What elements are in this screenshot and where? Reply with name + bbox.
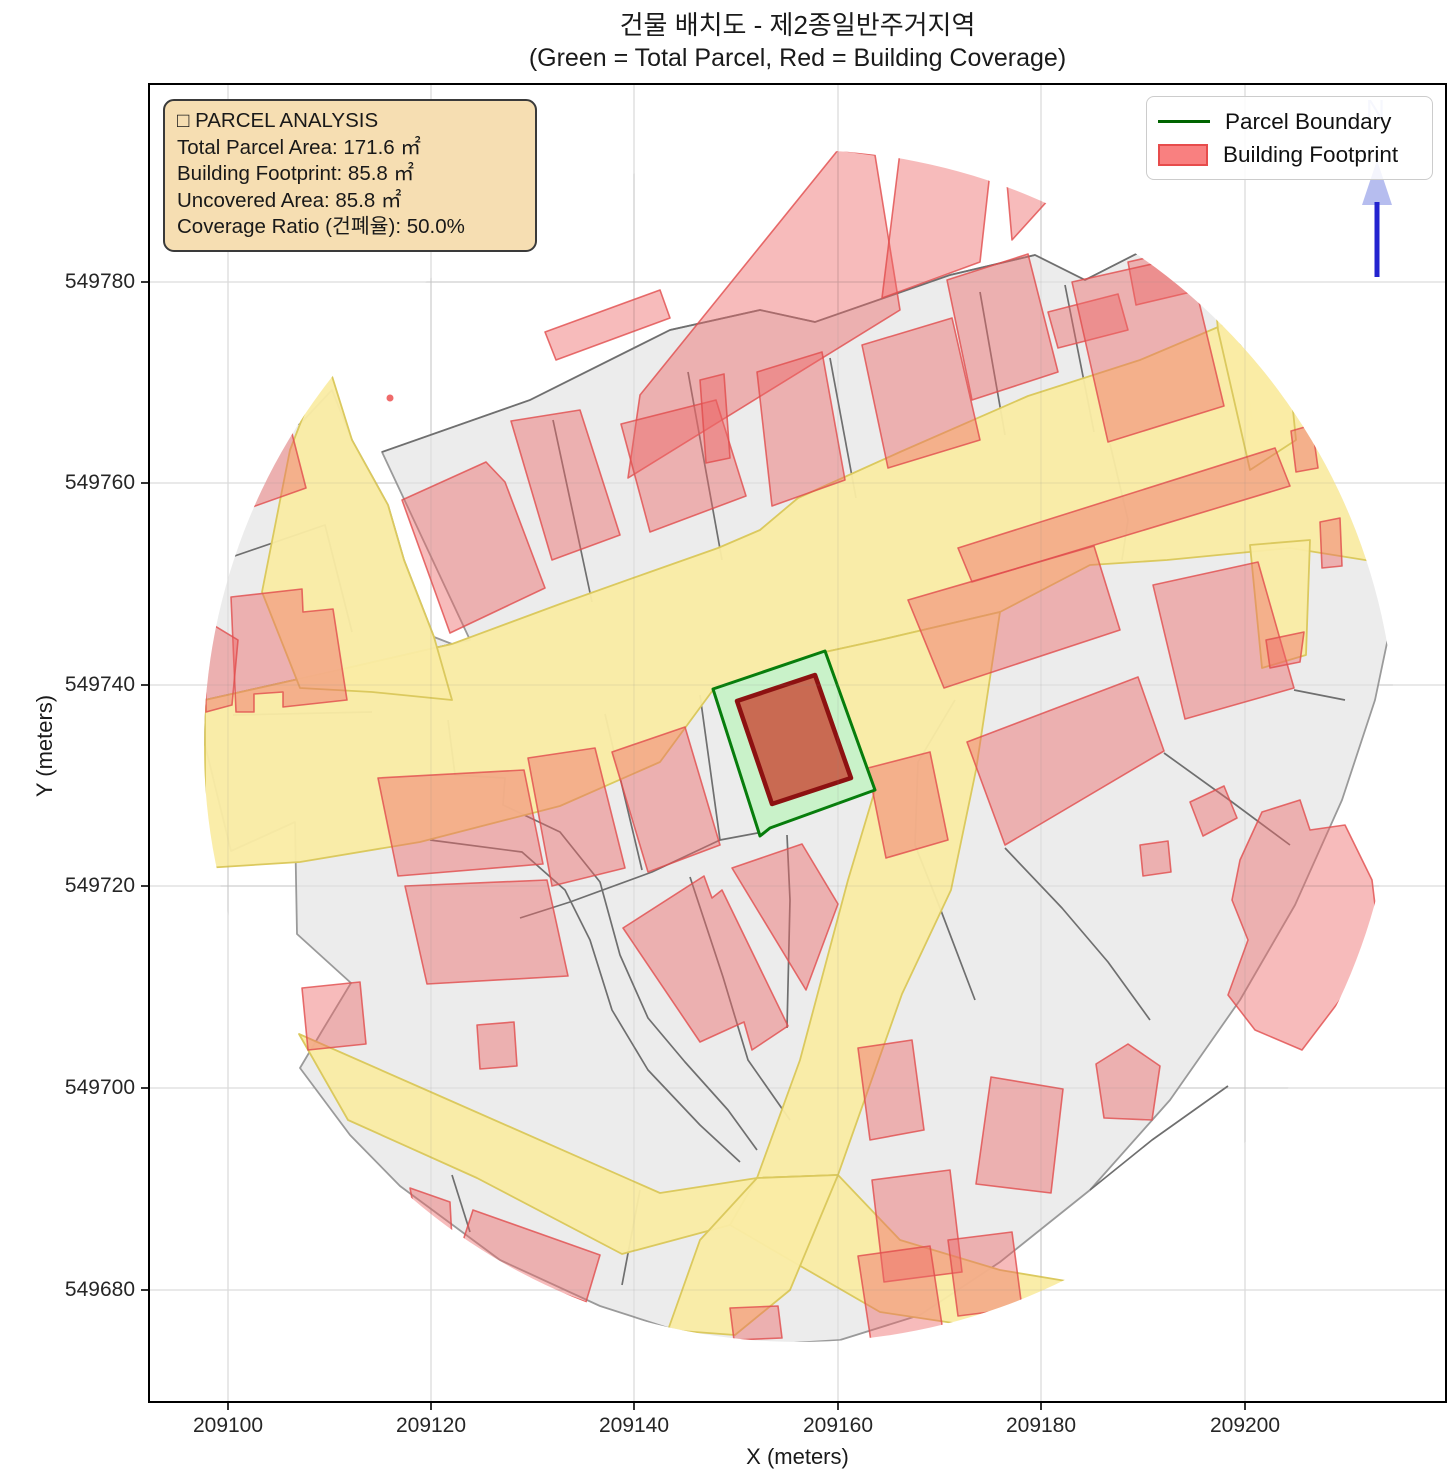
lot-boundary-line	[699, 694, 721, 841]
plot-border	[148, 83, 1447, 1403]
parcel-analysis-title: □ PARCEL ANALYSIS	[177, 109, 379, 132]
building-footprint	[867, 751, 949, 859]
lot-boundary-line	[552, 419, 593, 603]
legend-item-parcel-boundary: Parcel Boundary	[1158, 105, 1421, 138]
y-tick-label-1: 549760	[64, 471, 135, 494]
target-building-footprint	[734, 672, 854, 807]
building-footprint	[620, 399, 747, 533]
y-tick-label-3: 549720	[64, 874, 135, 897]
x-axis-label: X (meters)	[746, 1444, 849, 1469]
small-red-dot	[386, 394, 394, 402]
parcel-boundary-line-swatch	[1158, 120, 1210, 123]
road-parcel	[298, 1033, 758, 1255]
parcel-analysis-box: □ PARCEL ANALYSIS Total Parcel Area: 171…	[163, 99, 537, 252]
building-footprint	[230, 588, 348, 713]
y-tick-label-0: 549780	[64, 270, 135, 293]
building-footprint	[957, 447, 1291, 583]
building-footprint	[1071, 255, 1225, 443]
building-footprint	[611, 726, 721, 873]
road-parcel	[1249, 539, 1311, 669]
building-footprint	[510, 409, 621, 561]
parcel-analysis-footprint: Building Footprint: 85.8 ㎡	[177, 162, 415, 185]
x-tick-label-1: 209120	[395, 1414, 467, 1437]
building-footprint	[1139, 840, 1172, 877]
parcel-analysis-total-area: Total Parcel Area: 171.6 ㎡	[177, 135, 421, 159]
building-footprint	[756, 351, 846, 507]
road-parcel	[756, 611, 1001, 1179]
building-footprint	[871, 1169, 963, 1283]
road-parcel	[204, 309, 1396, 869]
building-footprint	[1189, 785, 1238, 837]
building-footprint	[622, 875, 789, 1051]
building-footprint	[1095, 1043, 1161, 1121]
legend-label-parcel-boundary: Parcel Boundary	[1225, 108, 1392, 134]
x-tick-label-2: 209140	[598, 1414, 670, 1437]
building-footprint	[861, 317, 981, 469]
chart-title-line2: (Green = Total Parcel, Red = Building Co…	[528, 44, 1067, 72]
parcel-analysis-coverage: Coverage Ratio (건폐율): 50.0%	[177, 215, 465, 238]
building-footprint	[404, 879, 569, 985]
chart-title-line1: 건물 배치도 - 제2종일반주거지역	[619, 10, 976, 40]
lot-boundary-line	[687, 371, 723, 561]
building-footprint	[699, 373, 731, 464]
lot-boundary-line	[1089, 1085, 1229, 1191]
legend-label-building-footprint: Building Footprint	[1223, 141, 1399, 167]
lot-boundary-line	[786, 834, 791, 1029]
lot-boundary-line	[689, 876, 791, 1121]
building-footprint	[966, 676, 1165, 846]
road-parcel	[667, 1174, 839, 1336]
building-footprint	[975, 1076, 1064, 1194]
building-footprint	[1319, 517, 1343, 569]
x-tick-label-5: 209200	[1209, 1414, 1281, 1437]
lot-boundary-line	[429, 839, 741, 1163]
building-footprint	[301, 981, 367, 1051]
y-tick-label-4: 549700	[64, 1076, 135, 1099]
legend: Parcel Boundary Building Footprint	[1146, 96, 1433, 180]
lot-boundary-line	[1293, 689, 1346, 701]
axis-tick-marks	[141, 281, 1246, 1410]
building-footprint	[544, 289, 671, 361]
building-footprint	[947, 1231, 1023, 1317]
building-footprint	[1047, 293, 1129, 349]
chart-title: 건물 배치도 - 제2종일반주거지역 (Green = Total Parcel…	[149, 8, 1446, 74]
building-footprint	[476, 1021, 518, 1070]
parcel-analysis-uncovered: Uncovered Area: 85.8 ㎡	[177, 188, 402, 212]
building-footprint	[401, 461, 546, 634]
x-tick-label-3: 209160	[802, 1414, 874, 1437]
x-tick-label-4: 209180	[1005, 1414, 1077, 1437]
x-tick-label-0: 209100	[192, 1414, 264, 1437]
road-parcel	[261, 356, 453, 701]
y-axis-label: Y (meters)	[32, 694, 57, 798]
legend-item-building-footprint: Building Footprint	[1158, 138, 1421, 171]
building-footprint	[946, 253, 1059, 401]
building-footprint	[1152, 561, 1295, 720]
building-footprint	[731, 843, 839, 991]
building-footprint	[907, 545, 1121, 689]
building-footprint	[729, 1305, 783, 1341]
north-arrow-head	[1362, 160, 1392, 205]
building-footprint-patch-swatch	[1158, 143, 1208, 166]
building-footprint	[527, 747, 626, 887]
lot-boundary-line	[1004, 847, 1151, 1021]
lot-boundary-line	[1163, 752, 1291, 846]
building-footprint	[1265, 631, 1305, 669]
building-footprint	[377, 769, 544, 877]
building-footprint	[857, 1039, 925, 1141]
y-tick-label-2: 549740	[64, 673, 135, 696]
y-tick-label-5: 549680	[64, 1278, 135, 1301]
lot-boundary-line	[451, 1174, 471, 1233]
